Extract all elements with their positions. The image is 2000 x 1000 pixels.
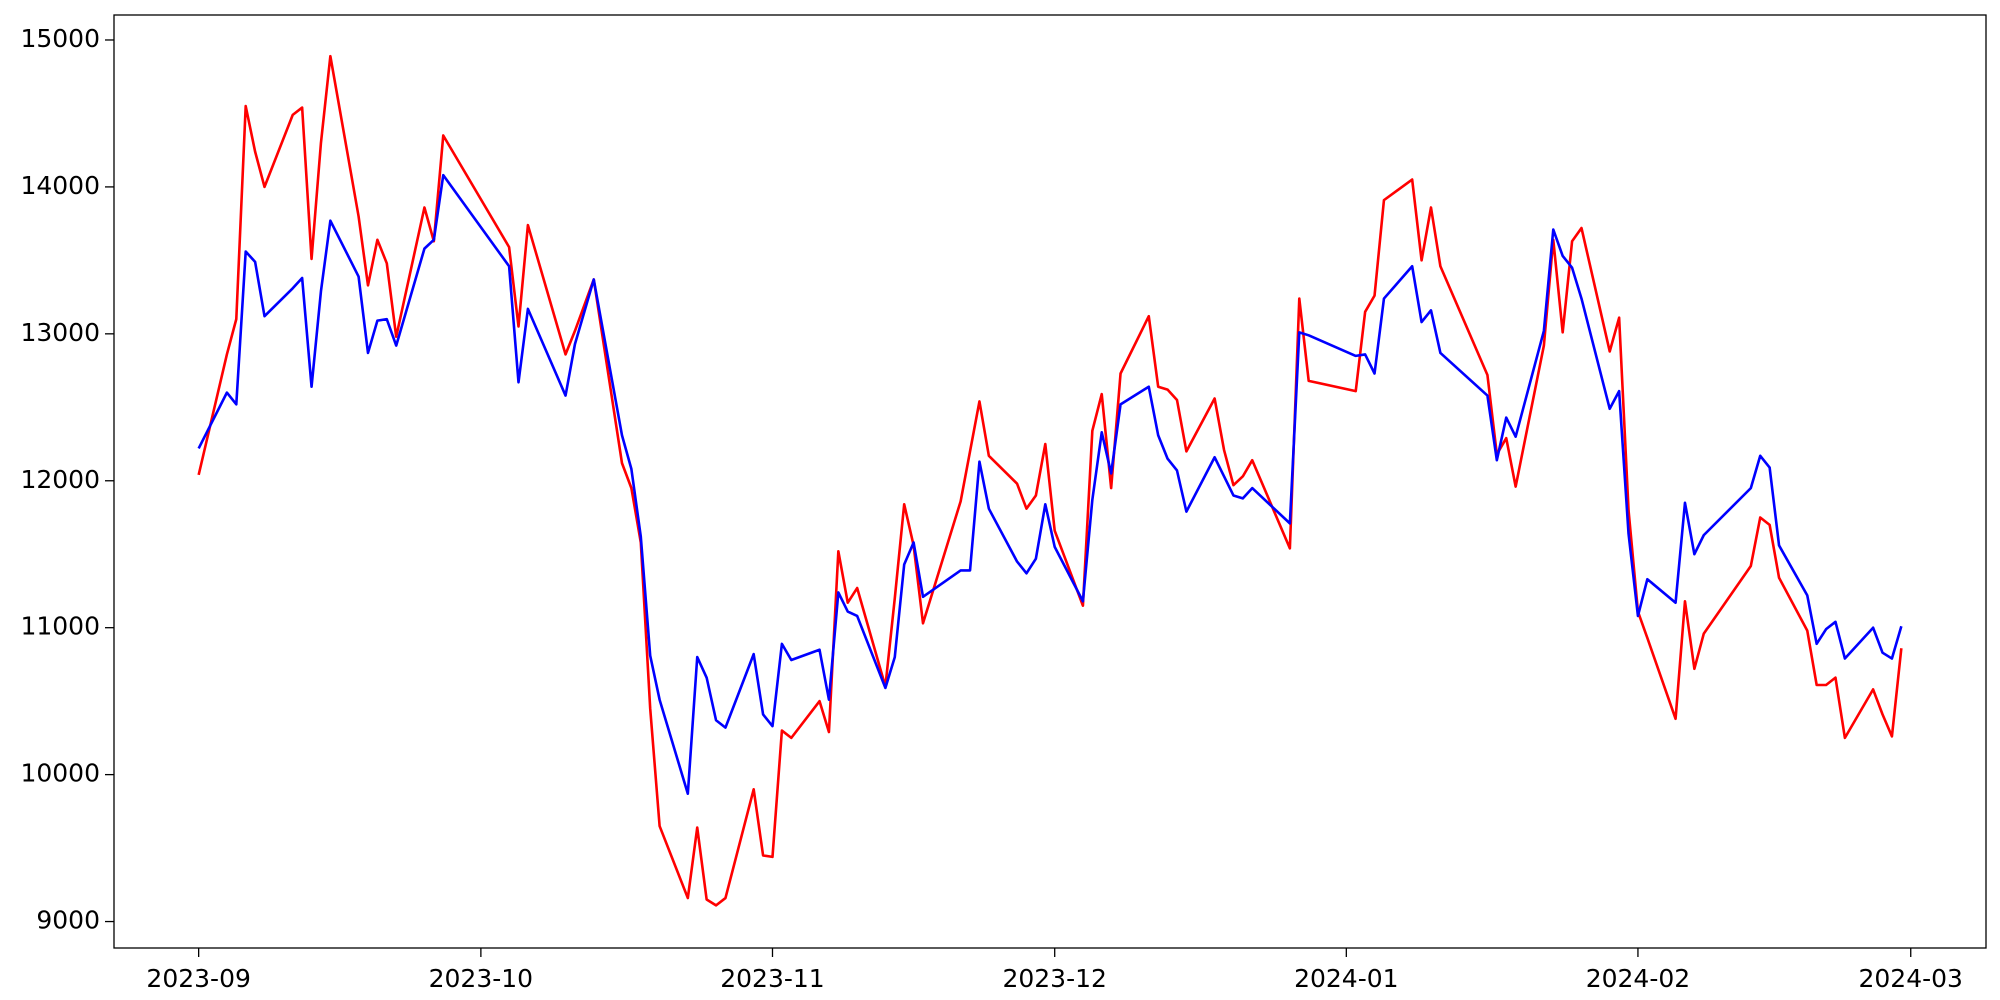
series-line xyxy=(197,54,1903,907)
y-tick-label: 12000 xyxy=(20,465,100,494)
plot-frame xyxy=(113,14,1987,949)
y-tick-label: 10000 xyxy=(20,759,100,788)
y-tick-label: 15000 xyxy=(20,24,100,53)
y-tick-label: 11000 xyxy=(20,612,100,641)
x-tick-label: 2023-12 xyxy=(1002,964,1106,993)
y-tick-label: 14000 xyxy=(20,171,100,200)
x-tick-label: 2024-01 xyxy=(1294,964,1398,993)
y-tick-label: 13000 xyxy=(20,318,100,347)
x-tick-label: 2023-11 xyxy=(720,964,824,993)
series-line xyxy=(197,173,1903,796)
x-tick-label: 2024-03 xyxy=(1859,964,1963,993)
x-tick-label: 2023-10 xyxy=(429,964,533,993)
y-tick-label: 9000 xyxy=(36,906,100,935)
x-tick-label: 2024-02 xyxy=(1586,964,1690,993)
x-tick-label: 2023-09 xyxy=(146,964,250,993)
